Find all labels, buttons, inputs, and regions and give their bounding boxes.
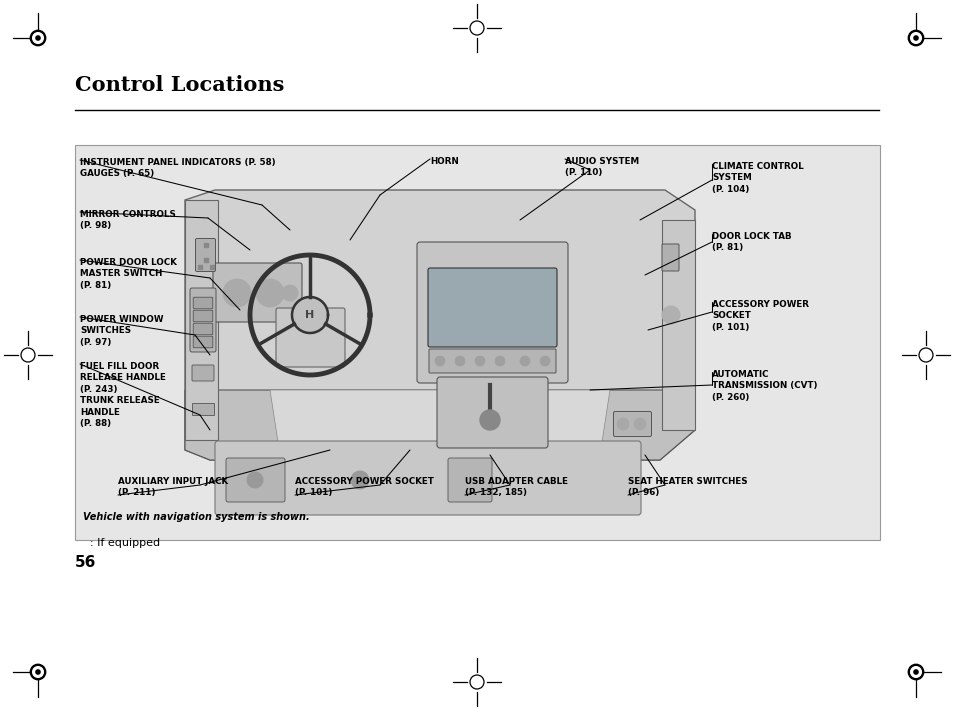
- Circle shape: [455, 356, 464, 366]
- Circle shape: [32, 33, 43, 43]
- Text: POWER WINDOW
SWITCHES
(P. 97): POWER WINDOW SWITCHES (P. 97): [80, 315, 163, 347]
- Circle shape: [475, 356, 484, 366]
- FancyBboxPatch shape: [195, 239, 215, 271]
- Circle shape: [292, 297, 328, 333]
- Text: Control Locations: Control Locations: [75, 75, 284, 95]
- FancyBboxPatch shape: [613, 412, 651, 437]
- FancyBboxPatch shape: [213, 263, 302, 322]
- Text: 56: 56: [75, 555, 96, 570]
- Circle shape: [495, 356, 504, 366]
- Circle shape: [255, 279, 284, 307]
- Polygon shape: [185, 390, 695, 460]
- Text: Vehicle with navigation system is shown.: Vehicle with navigation system is shown.: [83, 512, 310, 522]
- FancyBboxPatch shape: [428, 268, 557, 347]
- FancyBboxPatch shape: [214, 441, 640, 515]
- Bar: [192, 403, 213, 415]
- Circle shape: [435, 356, 444, 366]
- Text: ACCESSORY POWER SOCKET
(P. 101): ACCESSORY POWER SOCKET (P. 101): [294, 476, 434, 497]
- Circle shape: [519, 356, 530, 366]
- Bar: [75, 145, 879, 540]
- FancyBboxPatch shape: [448, 458, 492, 502]
- Polygon shape: [270, 390, 609, 455]
- FancyBboxPatch shape: [416, 242, 567, 383]
- Circle shape: [539, 356, 550, 366]
- Circle shape: [30, 31, 46, 45]
- Text: AUDIO SYSTEM
(P. 110): AUDIO SYSTEM (P. 110): [564, 157, 639, 178]
- FancyBboxPatch shape: [192, 365, 213, 381]
- Text: AUTOMATIC
TRANSMISSION (CVT)
(P. 260): AUTOMATIC TRANSMISSION (CVT) (P. 260): [711, 370, 817, 402]
- Polygon shape: [185, 200, 218, 440]
- FancyBboxPatch shape: [275, 308, 345, 367]
- Text: USB ADAPTER CABLE
(P. 132, 185): USB ADAPTER CABLE (P. 132, 185): [464, 476, 567, 497]
- Circle shape: [351, 471, 369, 489]
- Circle shape: [907, 31, 923, 45]
- Circle shape: [913, 36, 917, 40]
- Text: SEAT HEATER SWITCHES
(P. 96): SEAT HEATER SWITCHES (P. 96): [627, 476, 747, 497]
- Text: INSTRUMENT PANEL INDICATORS (P. 58)
GAUGES (P. 65): INSTRUMENT PANEL INDICATORS (P. 58) GAUG…: [80, 158, 275, 178]
- FancyBboxPatch shape: [226, 458, 285, 502]
- Circle shape: [910, 33, 921, 43]
- Circle shape: [907, 665, 923, 679]
- FancyBboxPatch shape: [193, 337, 213, 348]
- FancyBboxPatch shape: [429, 349, 556, 373]
- Text: : If equipped: : If equipped: [90, 538, 160, 548]
- Text: ACCESSORY POWER
SOCKET
(P. 101): ACCESSORY POWER SOCKET (P. 101): [711, 300, 808, 332]
- Circle shape: [223, 279, 251, 307]
- FancyBboxPatch shape: [661, 244, 679, 271]
- Circle shape: [634, 418, 645, 430]
- Circle shape: [479, 410, 499, 430]
- FancyBboxPatch shape: [193, 323, 213, 335]
- Circle shape: [282, 285, 297, 301]
- Polygon shape: [185, 190, 695, 460]
- Circle shape: [32, 667, 43, 677]
- Polygon shape: [661, 220, 695, 430]
- Text: CLIMATE CONTROL
SYSTEM
(P. 104): CLIMATE CONTROL SYSTEM (P. 104): [711, 162, 803, 194]
- Circle shape: [913, 670, 917, 674]
- Circle shape: [36, 36, 40, 40]
- Text: H: H: [305, 310, 314, 320]
- Text: POWER DOOR LOCK
MASTER SWITCH
(P. 81): POWER DOOR LOCK MASTER SWITCH (P. 81): [80, 258, 176, 290]
- FancyBboxPatch shape: [193, 310, 213, 322]
- FancyBboxPatch shape: [436, 377, 547, 448]
- Circle shape: [30, 665, 46, 679]
- FancyBboxPatch shape: [190, 288, 215, 352]
- Circle shape: [617, 418, 628, 430]
- Circle shape: [247, 472, 263, 488]
- Text: DOOR LOCK TAB
(P. 81): DOOR LOCK TAB (P. 81): [711, 232, 791, 253]
- Circle shape: [36, 670, 40, 674]
- Text: MIRROR CONTROLS
(P. 98): MIRROR CONTROLS (P. 98): [80, 210, 175, 231]
- Text: AUXILIARY INPUT JACK
(P. 211): AUXILIARY INPUT JACK (P. 211): [118, 476, 228, 497]
- FancyBboxPatch shape: [193, 297, 213, 309]
- Text: HORN: HORN: [430, 157, 458, 166]
- Circle shape: [661, 306, 679, 324]
- Text: FUEL FILL DOOR
RELEASE HANDLE
(P. 243)
TRUNK RELEASE
HANDLE
(P. 88): FUEL FILL DOOR RELEASE HANDLE (P. 243) T…: [80, 362, 166, 428]
- Circle shape: [910, 667, 921, 677]
